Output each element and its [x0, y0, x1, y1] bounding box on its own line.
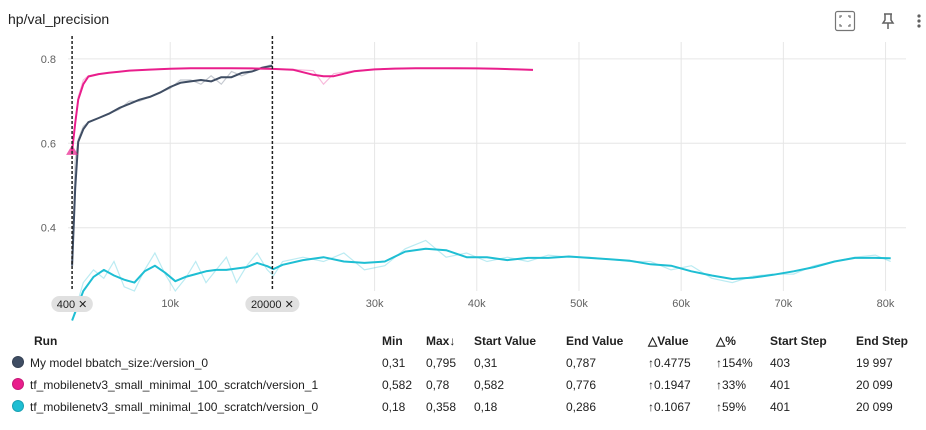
range-marker-label: 20000 ✕	[251, 299, 294, 311]
max-cell: 0,358	[422, 396, 470, 418]
delta-pct-cell: ↑59%	[712, 396, 766, 418]
header-delta-value[interactable]: △Value	[644, 330, 712, 352]
y-tick-label: 0.8	[41, 54, 56, 66]
end-value-cell: 0,286	[562, 396, 644, 418]
table-row[interactable]: tf_mobilenetv3_small_minimal_100_scratch…	[8, 396, 920, 418]
run-cell: My model bbatch_size:/version_0	[8, 352, 378, 374]
line-chart[interactable]: 0.4 0.6 0.8 10k 30k 40k 50k 60k 70k 80k 400 ✕ 20000…	[0, 30, 926, 325]
max-cell: 0,795	[422, 352, 470, 374]
end-step-cell: 20 099	[852, 374, 920, 396]
header-max[interactable]: Max↓	[422, 330, 470, 352]
x-tick-label: 10k	[161, 298, 179, 310]
run-cell: tf_mobilenetv3_small_minimal_100_scratch…	[8, 374, 378, 396]
delta-value-cell: ↑0.1947	[644, 374, 712, 396]
y-tick-label: 0.6	[41, 138, 56, 150]
x-tick-label: 70k	[774, 298, 792, 310]
run-name[interactable]: tf_mobilenetv3_small_minimal_100_scratch…	[30, 400, 318, 414]
fit-domain-icon	[834, 10, 856, 32]
delta-value-cell: ↑0.4775	[644, 352, 712, 374]
y-tick-label: 0.4	[41, 223, 56, 235]
min-cell: 0,31	[378, 352, 422, 374]
end-step-cell: 19 997	[852, 352, 920, 374]
runs-table: Run Min Max↓ Start Value End Value △Valu…	[8, 330, 920, 418]
run-name[interactable]: tf_mobilenetv3_small_minimal_100_scratch…	[30, 378, 318, 392]
run-color-dot	[12, 400, 24, 412]
start-value-cell: 0,582	[470, 374, 562, 396]
sort-down-icon: ↓	[449, 334, 455, 348]
end-step-cell: 20 099	[852, 396, 920, 418]
end-value-cell: 0,776	[562, 374, 644, 396]
max-cell: 0,78	[422, 374, 470, 396]
more-vert-icon	[916, 13, 922, 29]
header-start-value[interactable]: Start Value	[470, 330, 562, 352]
run-color-dot	[12, 356, 24, 368]
table-header-row: Run Min Max↓ Start Value End Value △Valu…	[8, 330, 920, 352]
x-tick-label: 80k	[877, 298, 895, 310]
header-delta-pct[interactable]: △%	[712, 330, 766, 352]
header-start-step[interactable]: Start Step	[766, 330, 852, 352]
end-value-cell: 0,787	[562, 352, 644, 374]
x-tick-label: 30k	[366, 298, 384, 310]
delta-pct-cell: ↑154%	[712, 352, 766, 374]
plot-area	[68, 42, 906, 291]
start-step-cell: 401	[766, 374, 852, 396]
start-step-cell: 401	[766, 396, 852, 418]
x-tick-label: 60k	[672, 298, 690, 310]
header-end-value[interactable]: End Value	[562, 330, 644, 352]
run-color-dot	[12, 378, 24, 390]
delta-pct-cell: ↑33%	[712, 374, 766, 396]
chart-title: hp/val_precision	[8, 11, 109, 27]
start-value-cell: 0,18	[470, 396, 562, 418]
start-value-cell: 0,31	[470, 352, 562, 374]
x-tick-label: 50k	[570, 298, 588, 310]
min-cell: 0,18	[378, 396, 422, 418]
run-name[interactable]: My model bbatch_size:/version_0	[30, 356, 208, 370]
table-row[interactable]: My model bbatch_size:/version_0 0,31 0,7…	[8, 352, 920, 374]
header-run[interactable]: Run	[8, 330, 378, 352]
table-row[interactable]: tf_mobilenetv3_small_minimal_100_scratch…	[8, 374, 920, 396]
header-end-step[interactable]: End Step	[852, 330, 920, 352]
delta-value-cell: ↑0.1067	[644, 396, 712, 418]
min-cell: 0,582	[378, 374, 422, 396]
header-max-label: Max	[426, 334, 449, 348]
x-tick-label: 40k	[468, 298, 486, 310]
header-min[interactable]: Min	[378, 330, 422, 352]
start-step-cell: 403	[766, 352, 852, 374]
run-cell: tf_mobilenetv3_small_minimal_100_scratch…	[8, 396, 378, 418]
range-marker-label: 400 ✕	[57, 299, 88, 311]
pin-icon	[880, 12, 896, 30]
